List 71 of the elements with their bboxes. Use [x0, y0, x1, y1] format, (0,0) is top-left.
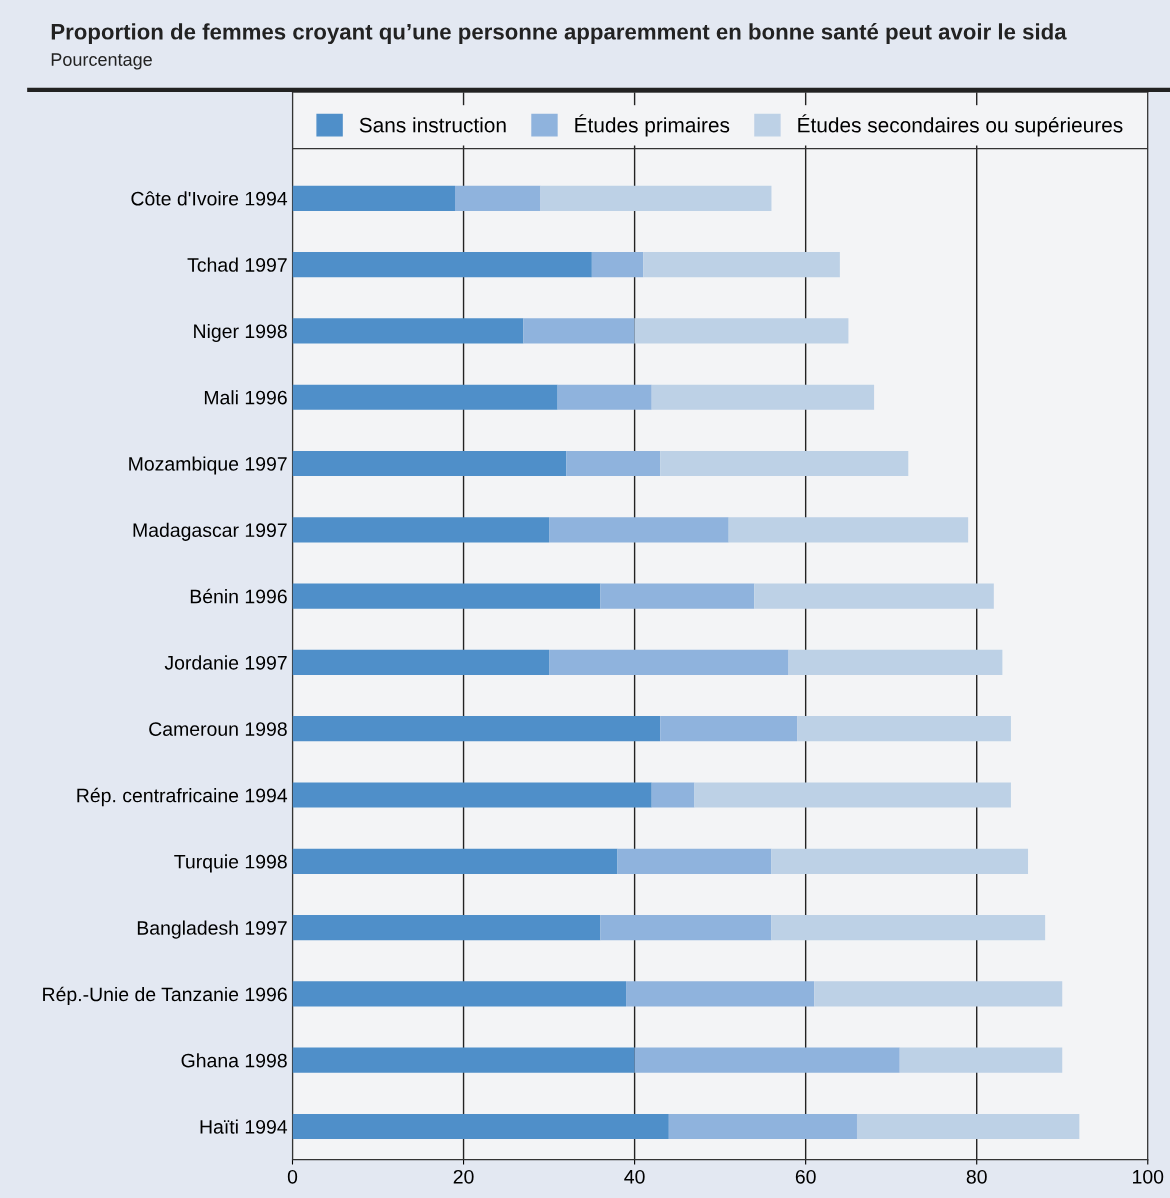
chart-title: Proportion de femmes croyant qu’une personne apparemment en bonne santé peut avoir le sida — [51, 23, 1067, 44]
bar — [292, 450, 567, 477]
y-tick-label: Cameroun 1998 — [149, 722, 287, 736]
bar — [643, 252, 840, 278]
x-tick-label: 100 — [1133, 1169, 1164, 1184]
legend-label: Sans instruction — [359, 117, 506, 133]
x-tick-label: 40 — [624, 1169, 645, 1184]
bar — [651, 782, 695, 808]
bar — [899, 1047, 1063, 1073]
bar — [626, 981, 815, 1007]
y-tick-label: Madagascar 1997 — [133, 522, 287, 541]
bar — [292, 517, 550, 543]
bar — [617, 848, 772, 874]
x-tick-label: 80 — [966, 1169, 987, 1184]
y-tick-label: Rép. centrafricaine 1994 — [77, 787, 288, 807]
bar — [754, 583, 994, 609]
bar — [292, 384, 558, 410]
text: Pourcentage — [51, 53, 152, 70]
bar — [292, 1047, 635, 1073]
legend-label: Études primaires — [575, 114, 730, 137]
bar — [292, 1113, 669, 1140]
x-tick-label: 20 — [453, 1169, 474, 1184]
bar — [694, 782, 1011, 808]
bar — [549, 517, 729, 543]
y-tick-label: Côte d'Ivoire 1994 — [131, 191, 288, 206]
bar — [540, 185, 772, 211]
bar — [292, 318, 524, 344]
y-tick-label: Rép.-Unie de Tanzanie 1996 — [43, 986, 287, 1006]
bar — [634, 318, 849, 344]
bar — [660, 450, 909, 477]
bar — [728, 517, 969, 543]
bar — [549, 649, 789, 676]
y-tick-label: Mali 1996 — [204, 390, 287, 405]
bar — [292, 185, 455, 211]
y-tick-label: Mozambique 1997 — [129, 456, 287, 475]
bar — [634, 1047, 900, 1073]
x-tick-label: 0 — [287, 1169, 298, 1184]
y-tick-label: Tchad 1997 — [187, 257, 287, 272]
bar — [668, 1113, 857, 1140]
legend-label: Études secondaires ou supérieures — [798, 114, 1123, 137]
y-tick-label: Haïti 1994 — [200, 1119, 288, 1134]
bar — [292, 782, 652, 808]
bar — [788, 649, 1003, 676]
y-tick-label: Jordanie 1997 — [164, 655, 287, 670]
y-tick-label: Ghana 1998 — [181, 1053, 287, 1068]
bar — [292, 915, 601, 941]
bar — [600, 583, 755, 609]
y-tick-label: Niger 1998 — [194, 323, 287, 342]
bar — [797, 716, 1011, 742]
bar — [292, 716, 661, 742]
bar — [455, 185, 541, 211]
bar — [292, 252, 592, 278]
bar — [557, 384, 652, 410]
bar — [771, 848, 1029, 874]
y-tick-label: Bangladesh 1997 — [137, 920, 287, 939]
y-tick-label: Bénin 1996 — [190, 588, 287, 604]
y-tick-label: Turquie 1998 — [174, 854, 287, 873]
bar — [523, 318, 635, 344]
bar — [292, 649, 550, 676]
bar — [856, 1113, 1080, 1140]
bar — [591, 252, 644, 278]
bar — [566, 450, 661, 477]
bar — [292, 583, 601, 609]
x-tick-label: 60 — [795, 1169, 816, 1184]
bar — [814, 981, 1063, 1007]
bar — [292, 981, 627, 1007]
bar — [600, 915, 772, 941]
bar — [660, 716, 798, 742]
bar — [292, 848, 618, 874]
bar — [771, 915, 1046, 941]
bar — [651, 384, 875, 410]
